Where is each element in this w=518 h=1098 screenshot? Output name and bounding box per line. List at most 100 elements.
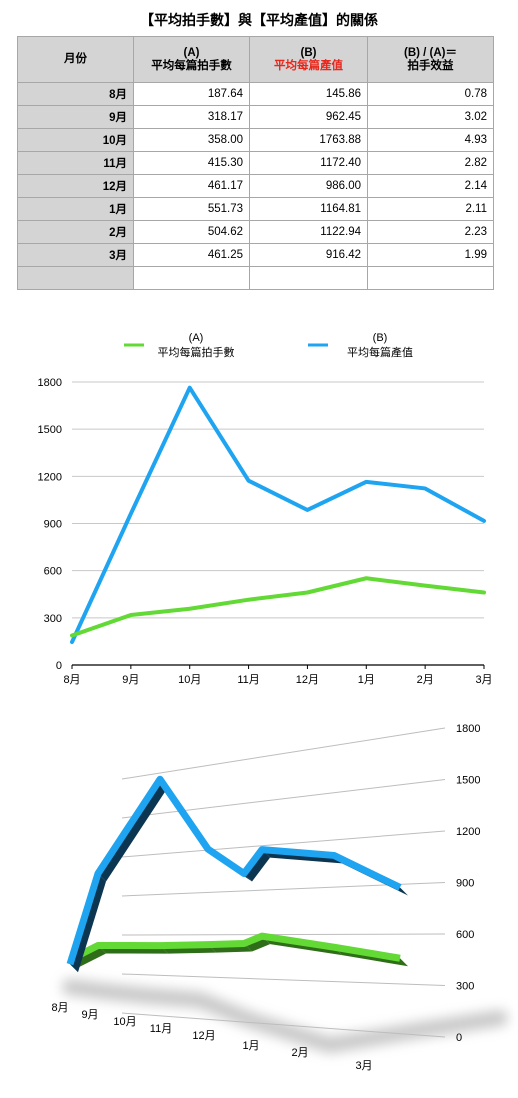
cell-a: 415.30 (133, 151, 250, 175)
ribbon-side (244, 936, 270, 952)
legend-item: (A)平均每篇拍手數 (124, 332, 235, 359)
y-tick-label: 600 (456, 929, 474, 941)
ribbon-side (98, 779, 168, 882)
header-a-name: 平均每篇拍手數 (151, 59, 232, 72)
cell-ratio: 4.93 (367, 128, 494, 152)
line-chart-3d: 0 300 600 900 1200 1500 1800 8月 9月 10月 11月 12月 1月 2月 3… (51, 723, 508, 1072)
series-line-b (70, 385, 486, 645)
data-table: 月份 (A) 平均每篇拍手數 (B) 平均每篇產值 (B) / (A)＝ 拍手效… (17, 36, 494, 290)
x-tick-label: 12月 (296, 674, 319, 686)
cell-b: 1172.40 (249, 151, 368, 175)
table-row: 8月 187.64 145.86 0.78 (17, 82, 494, 106)
legend-code: (A) (189, 332, 204, 344)
row-month: 8月 (17, 82, 134, 106)
empty-cell (133, 266, 250, 290)
header-b-code: (B) (300, 46, 317, 59)
empty-cell (17, 266, 134, 290)
series-line-a (70, 576, 486, 638)
cell-a: 461.17 (133, 174, 250, 198)
ribbon-top (68, 932, 401, 963)
legend-item: (B)平均每篇產值 (308, 332, 413, 359)
gridline (121, 830, 446, 858)
cell-b: 1164.81 (249, 197, 368, 221)
y-tick-label: 0 (456, 1032, 462, 1044)
header-month: 月份 (17, 36, 134, 83)
cell-ratio: 2.14 (367, 174, 494, 198)
page-title: 【平均拍手數】與【平均產值】的關係 (140, 12, 378, 28)
x-tick-label: 1月 (242, 1040, 259, 1052)
table-row: 9月 318.17 962.45 3.02 (17, 105, 494, 129)
header-ratio-name: 拍手效益 (407, 59, 454, 72)
ribbon-side (244, 849, 270, 882)
cell-b: 962.45 (249, 105, 368, 129)
header-a-code: (A) (183, 46, 200, 59)
ribbon-top (66, 775, 402, 966)
row-month: 2月 (17, 220, 134, 244)
cell-ratio: 2.23 (367, 220, 494, 244)
empty-cell (367, 266, 494, 290)
empty-cell (249, 266, 368, 290)
header-ratio: (B) / (A)＝ 拍手效益 (367, 36, 494, 83)
x-tick-label: 12月 (192, 1030, 215, 1042)
x-tick-label: 2月 (417, 674, 434, 686)
cell-a: 504.62 (133, 220, 250, 244)
row-month: 10月 (17, 128, 134, 152)
y-tick-label: 1500 (456, 775, 480, 787)
gridline (121, 933, 446, 936)
cell-a: 358.00 (133, 128, 250, 152)
table-row: 2月 504.62 1122.94 2.23 (17, 220, 494, 244)
table-row: 12月 461.17 986.00 2.14 (17, 174, 494, 198)
series-ribbon-b (66, 775, 408, 973)
cell-ratio: 2.82 (367, 151, 494, 175)
y-tick-label: 300 (44, 613, 62, 625)
gridline (121, 973, 446, 986)
cell-b: 1763.88 (249, 128, 368, 152)
header-ratio-code: (B) / (A)＝ (403, 46, 457, 59)
x-tick-label: 10月 (178, 674, 201, 686)
y-tick-label: 300 (456, 981, 474, 993)
ribbon-side (70, 873, 106, 973)
cell-ratio: 3.02 (367, 105, 494, 129)
row-month: 12月 (17, 174, 134, 198)
row-month: 11月 (17, 151, 134, 175)
x-tick-label: 8月 (63, 674, 80, 686)
table-row: 1月 551.73 1164.81 2.11 (17, 197, 494, 221)
table-row: 11月 415.30 1172.40 2.82 (17, 151, 494, 175)
series-ribbon-a (68, 932, 408, 968)
row-month: 1月 (17, 197, 134, 221)
gridline (121, 1012, 446, 1038)
cell-b: 986.00 (249, 174, 368, 198)
cell-a: 551.73 (133, 197, 250, 221)
floor-shadow (62, 979, 508, 1054)
cell-ratio: 0.78 (367, 82, 494, 106)
legend-label: 平均每篇拍手數 (158, 345, 235, 359)
gridline (121, 727, 446, 780)
y-tick-label: 1800 (38, 377, 62, 389)
x-tick-label: 3月 (475, 674, 492, 686)
y-tick-label: 600 (44, 566, 62, 578)
x-tick-label: 1月 (358, 674, 375, 686)
table-header-row: 月份 (A) 平均每篇拍手數 (B) 平均每篇產值 (B) / (A)＝ 拍手效… (17, 36, 494, 83)
y-tick-label: 1200 (38, 471, 62, 483)
cell-ratio: 2.11 (367, 197, 494, 221)
y-tick-label: 1500 (38, 424, 62, 436)
cell-b: 1122.94 (249, 220, 368, 244)
table-row-empty (17, 266, 494, 290)
table-row: 3月 461.25 916.42 1.99 (17, 243, 494, 267)
x-tick-label: 3月 (355, 1060, 372, 1072)
legend-code: (B) (373, 332, 388, 344)
x-tick-label: 10月 (113, 1016, 136, 1028)
cell-ratio: 1.99 (367, 243, 494, 267)
x-tick-label: 9月 (81, 1009, 98, 1021)
cell-a: 318.17 (133, 105, 250, 129)
x-tick-label: 9月 (122, 674, 139, 686)
y-tick-label: 900 (456, 878, 474, 890)
x-tick-label: 8月 (51, 1002, 68, 1014)
x-tick-label: 11月 (150, 1023, 172, 1035)
cell-b: 145.86 (249, 82, 368, 106)
legend-label: 平均每篇產值 (347, 345, 413, 359)
table-row: 10月 358.00 1763.88 4.93 (17, 128, 494, 152)
cell-b: 916.42 (249, 243, 368, 267)
y-tick-label: 0 (56, 660, 62, 672)
y-tick-label: 1200 (456, 826, 480, 838)
